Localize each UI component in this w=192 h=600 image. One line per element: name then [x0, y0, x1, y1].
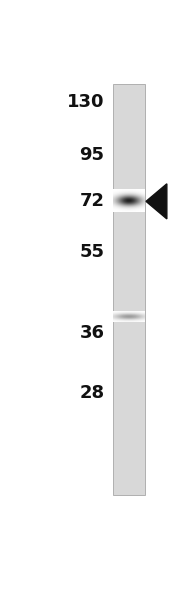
Text: 130: 130 — [67, 93, 104, 111]
Text: 36: 36 — [79, 324, 104, 342]
Bar — [113, 83, 145, 495]
Polygon shape — [146, 184, 167, 219]
Text: 28: 28 — [79, 384, 104, 402]
Text: 72: 72 — [79, 193, 104, 211]
Text: 55: 55 — [79, 243, 104, 261]
Text: 95: 95 — [79, 146, 104, 164]
